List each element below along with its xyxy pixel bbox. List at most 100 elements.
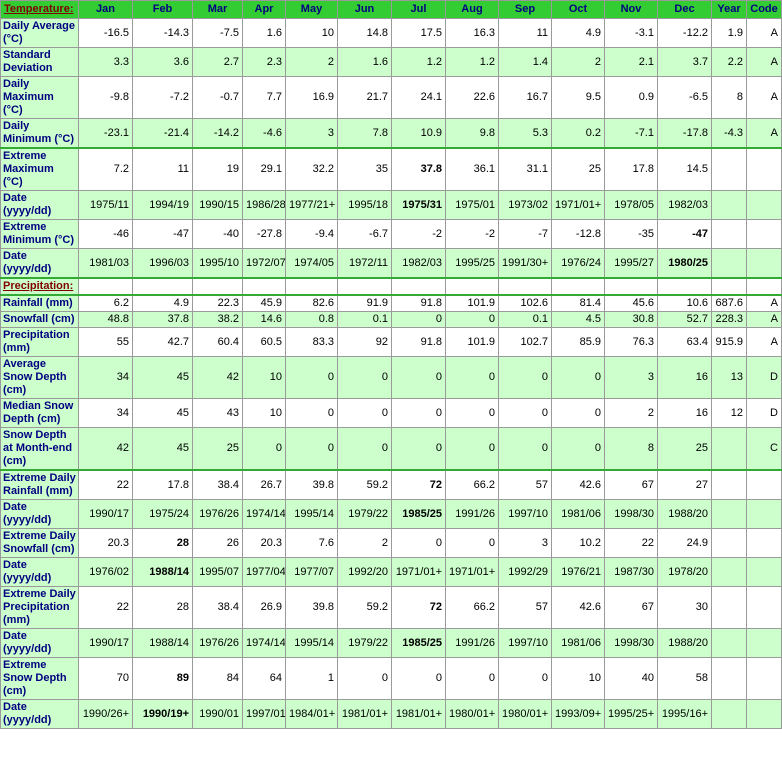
- cell: 84: [192, 657, 243, 700]
- cell: 17.8: [132, 469, 193, 500]
- data-row: Standard Deviation 3.3 3.6 2.7 2.3 2 1.6 1.2 1.2…: [0, 47, 782, 77]
- cell: 10.6: [657, 294, 712, 312]
- cell: 5.3: [498, 118, 552, 149]
- cell: 19: [192, 147, 243, 191]
- data-row: Daily Maximum (°C) -9.8 -7.2 -0.7 7.7 16.9 21.…: [0, 76, 782, 119]
- row-label: Date (yyyy/dd): [0, 248, 79, 279]
- cell: 1976/02: [78, 557, 133, 587]
- cell: 22: [604, 528, 658, 558]
- cell: 1987/30: [604, 557, 658, 587]
- year-cell: [711, 557, 747, 587]
- cell: -14.3: [132, 18, 193, 48]
- cell: [78, 277, 133, 296]
- row-label: Extreme Daily Rainfall (mm): [0, 469, 79, 500]
- cell: 1985/25: [391, 499, 446, 529]
- cell: 25: [657, 427, 712, 471]
- cell: 28: [132, 586, 193, 629]
- cell: 4.9: [551, 18, 605, 48]
- cell: 1978/20: [657, 557, 712, 587]
- row-label: Snowfall (cm): [0, 311, 79, 328]
- data-row: Date (yyyy/dd) 1976/02 1988/14 1995/07 1977/…: [0, 557, 782, 587]
- cell: 0: [445, 657, 499, 700]
- cell: [192, 277, 243, 296]
- cell: [391, 277, 446, 296]
- cell: 29.1: [242, 147, 286, 191]
- year-cell: [711, 628, 747, 658]
- cell: -9.4: [285, 219, 338, 249]
- cell: 21.7: [337, 76, 392, 119]
- row-label: Date (yyyy/dd): [0, 190, 79, 220]
- cell: 0: [337, 657, 392, 700]
- cell: 27: [657, 469, 712, 500]
- cell: 1991/26: [445, 499, 499, 529]
- cell: 82.6: [285, 294, 338, 312]
- cell: 85.9: [551, 327, 605, 357]
- cell: 38.2: [192, 311, 243, 328]
- cell: 14.6: [242, 311, 286, 328]
- cell: 60.4: [192, 327, 243, 357]
- cell: 42.7: [132, 327, 193, 357]
- cell: 91.9: [337, 294, 392, 312]
- cell: 22: [78, 586, 133, 629]
- code-cell: [746, 528, 782, 558]
- data-row: Median Snow Depth (cm) 34 45 43 10 0 0 0 0 0 0 2 16 1…: [0, 398, 782, 428]
- year-cell: 1.9: [711, 18, 747, 48]
- data-row: Extreme Minimum (°C) -46 -47 -40 -27.8 -9.4 -6…: [0, 219, 782, 249]
- cell: 101.9: [445, 327, 499, 357]
- cell: 22: [78, 469, 133, 500]
- cell: 43: [192, 398, 243, 428]
- row-label: Daily Maximum (°C): [0, 76, 79, 119]
- cell: 25: [551, 147, 605, 191]
- cell: 2.1: [604, 47, 658, 77]
- cell: 1995/27: [604, 248, 658, 279]
- cell: 42: [192, 356, 243, 399]
- cell: -7.5: [192, 18, 243, 48]
- cell: 1991/30+: [498, 248, 552, 279]
- cell: 9.8: [445, 118, 499, 149]
- cell: 1979/22: [337, 628, 392, 658]
- code-cell: D: [746, 398, 782, 428]
- cell: 14.5: [657, 147, 712, 191]
- cell: 26.7: [242, 469, 286, 500]
- cell: 1995/25: [445, 248, 499, 279]
- cell: 1975/11: [78, 190, 133, 220]
- cell: [551, 277, 605, 296]
- cell: 20.3: [78, 528, 133, 558]
- cell: 0: [285, 398, 338, 428]
- cell: 45: [132, 427, 193, 471]
- cell: 14.8: [337, 18, 392, 48]
- cell: 91.8: [391, 327, 446, 357]
- cell: 17.8: [604, 147, 658, 191]
- section-title: Temperature:: [0, 0, 79, 19]
- cell: 67: [604, 469, 658, 500]
- column-header: Year: [711, 0, 747, 19]
- cell: 1976/26: [192, 499, 243, 529]
- cell: 16: [657, 356, 712, 399]
- column-header: Sep: [498, 0, 552, 19]
- cell: 1975/31: [391, 190, 446, 220]
- row-label: Extreme Daily Precipitation (mm): [0, 586, 79, 629]
- row-label: Snow Depth at Month-end (cm): [0, 427, 79, 471]
- cell: -9.8: [78, 76, 133, 119]
- cell: 39.8: [285, 586, 338, 629]
- row-label: Rainfall (mm): [0, 294, 79, 312]
- code-cell: [746, 469, 782, 500]
- cell: -14.2: [192, 118, 243, 149]
- data-row: Date (yyyy/dd) 1990/26+ 1990/19+ 1990/01 199…: [0, 699, 782, 729]
- data-row: Rainfall (mm) 6.2 4.9 22.3 45.9 82.6 91.9 91.8 1…: [0, 294, 782, 312]
- cell: 1986/28: [242, 190, 286, 220]
- cell: 37.8: [391, 147, 446, 191]
- cell: 64: [242, 657, 286, 700]
- cell: 0: [337, 398, 392, 428]
- year-cell: [711, 586, 747, 629]
- table-body: Temperature: Jan Feb Mar Apr May Jun Jul Aug Sep O…: [0, 0, 782, 729]
- column-header: Apr: [242, 0, 286, 19]
- cell: 70: [78, 657, 133, 700]
- code-cell: C: [746, 427, 782, 471]
- cell: 1971/01+: [391, 557, 446, 587]
- cell: 16.7: [498, 76, 552, 119]
- cell: 1982/03: [391, 248, 446, 279]
- cell: 38.4: [192, 586, 243, 629]
- cell: [498, 277, 552, 296]
- cell: 1.6: [337, 47, 392, 77]
